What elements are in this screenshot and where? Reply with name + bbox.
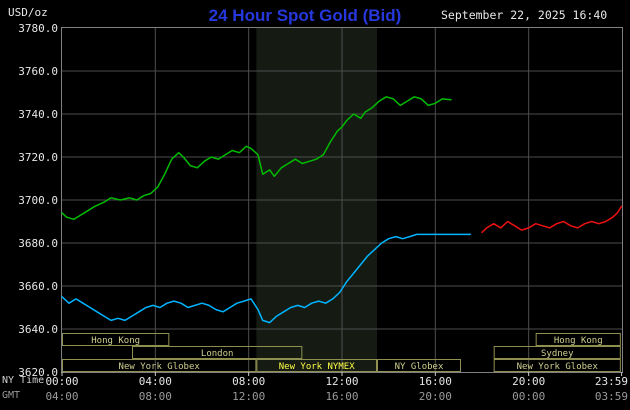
session-label: Hong Kong — [554, 336, 603, 346]
session-label: London — [201, 349, 234, 359]
plot-area: Hong Kong Hong Kong London Sydney New York G… — [61, 27, 623, 376]
x-tick-label-ny: 20:00 — [512, 375, 546, 388]
session-box — [493, 346, 621, 359]
unit-label: USD/oz — [8, 6, 48, 19]
series-sep-19-ny-close-line — [61, 233, 472, 324]
session-box — [256, 359, 377, 372]
session-box — [377, 359, 461, 372]
x-tick-label-ny: 12:00 — [325, 375, 359, 388]
session-box — [535, 333, 621, 346]
session-label: New York Globex — [517, 362, 599, 372]
x-tick-label-ny: 04:00 — [138, 375, 172, 388]
gmt-axis-label: GMT — [2, 390, 21, 401]
series-sep-21-sunday-line — [481, 205, 623, 234]
y-tick-label: 3760.0 — [18, 65, 58, 78]
session-box — [132, 346, 303, 359]
session-label: New York Globex — [119, 362, 201, 372]
session-label: New York NYMEX — [279, 362, 355, 372]
y-tick-label: 3640.0 — [18, 323, 58, 336]
session-box — [493, 359, 621, 372]
session-label: NY Globex — [395, 362, 444, 372]
session-box — [62, 333, 170, 346]
session-box — [62, 359, 257, 372]
y-tick-label: 3720.0 — [18, 151, 58, 164]
y-tick-label: 3700.0 — [18, 194, 58, 207]
session-label: Sydney — [541, 349, 574, 359]
x-tick-label-gmt: 00:00 — [512, 390, 546, 403]
series-sep-22-last-line — [61, 96, 452, 221]
y-tick-label: 3740.0 — [18, 108, 58, 121]
y-tick-label: 3660.0 — [18, 280, 58, 293]
x-tick-label-gmt: 08:00 — [138, 390, 172, 403]
y-tick-label: 3680.0 — [18, 237, 58, 250]
x-tick-label-gmt: 20:00 — [418, 390, 452, 403]
x-tick-label-ny: 16:00 — [418, 375, 452, 388]
x-tick-label-gmt: 16:00 — [325, 390, 359, 403]
y-tick-label: 3780.0 — [18, 22, 58, 35]
x-tick-label-gmt: 04:00 — [45, 390, 79, 403]
x-tick-label-ny: 00:00 — [45, 375, 79, 388]
x-tick-label-gmt: 03:59 — [594, 390, 628, 403]
datetime: September 22, 2025 16:40 — [441, 8, 608, 22]
x-tick-label-gmt: 12:00 — [232, 390, 266, 403]
x-tick-label-ny: 23:59 — [594, 375, 628, 388]
chart-title: 24 Hour Spot Gold (Bid) — [208, 6, 402, 25]
x-tick-label-ny: 08:00 — [232, 375, 266, 388]
session-label: Hong Kong — [91, 336, 140, 346]
ny-time-axis-label: NY Time — [2, 375, 45, 386]
